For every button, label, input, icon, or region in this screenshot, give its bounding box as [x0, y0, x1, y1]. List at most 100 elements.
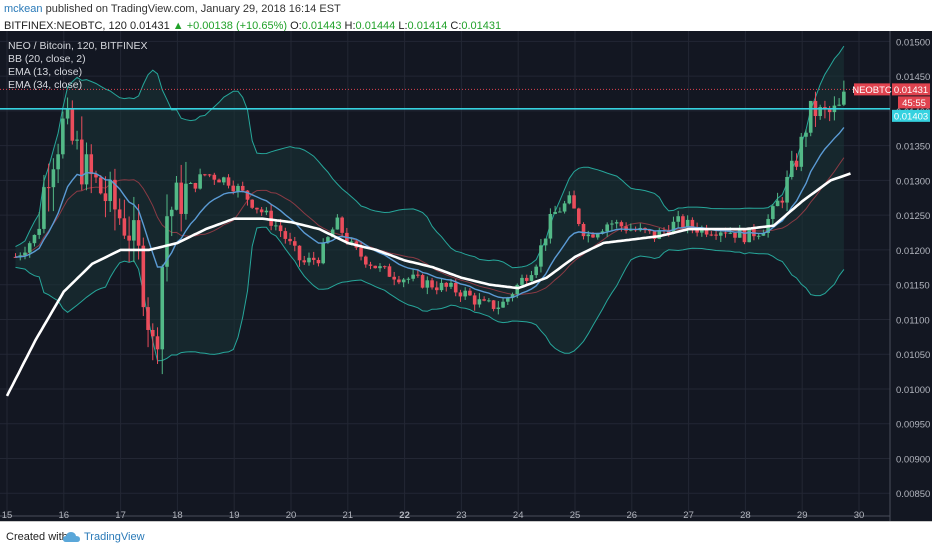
candle-body: [733, 232, 737, 238]
candle-body: [685, 219, 690, 228]
candle-body: [657, 230, 662, 239]
x-tick-label: 21: [343, 510, 354, 521]
candle-body: [113, 179, 117, 210]
y-tick-label: 0.01200: [896, 246, 930, 257]
candle-body: [666, 230, 671, 234]
candle-body: [240, 185, 245, 191]
candle-body: [79, 139, 84, 185]
candle-body: [614, 222, 619, 224]
y-tick-label: 0.01050: [896, 350, 930, 361]
candle-body: [752, 227, 756, 237]
symbol-tag-bg: [854, 83, 890, 96]
candle-body: [401, 279, 406, 283]
candle-body: [477, 299, 482, 305]
legend-ema34[interactable]: EMA (34, close): [8, 79, 83, 91]
candle-body: [553, 211, 557, 214]
candle-body: [42, 187, 46, 229]
candle-body: [160, 266, 165, 350]
candle-body: [496, 307, 501, 309]
candle-body: [274, 225, 278, 227]
candle-body: [283, 231, 288, 239]
candle-body: [619, 222, 624, 227]
x-tick-label: 23: [456, 510, 467, 521]
candle-body: [681, 216, 685, 228]
candle-body: [27, 243, 32, 253]
candle-body: [747, 227, 751, 243]
candle-body: [61, 118, 65, 155]
chart-svg[interactable]: 0.015000.014500.014000.013500.013000.012…: [0, 31, 932, 521]
candle-body: [207, 174, 212, 176]
candle-body: [330, 229, 335, 238]
x-tick-label: 19: [229, 510, 240, 521]
last-price-tag: 0.01431: [894, 85, 928, 96]
candle-body: [150, 329, 155, 337]
last-price: 0.01431: [129, 20, 170, 32]
candle-body: [652, 231, 657, 239]
x-tick-label: 18: [172, 510, 183, 521]
candle-body: [520, 277, 524, 285]
candle-body: [487, 300, 491, 302]
author-link[interactable]: mckean: [4, 3, 43, 15]
high-label: H:: [344, 20, 356, 32]
x-tick-label: 22: [399, 510, 410, 521]
candle-body: [827, 109, 832, 113]
bb-lower-line: [15, 226, 845, 362]
publish-text: published on TradingView.com, January 29…: [45, 3, 341, 15]
tradingview-cloud-icon: [63, 532, 80, 542]
legend-ema13[interactable]: EMA (13, close): [8, 66, 83, 78]
candle-body: [316, 259, 321, 264]
candle-body: [103, 193, 108, 202]
symbol-interval: BITFINEX:NEOBTC, 120: [4, 20, 127, 32]
candle-body: [264, 210, 269, 213]
ohlc-header: BITFINEX:NEOBTC, 120 0.01431 ▲ +0.00138 …: [4, 20, 501, 32]
candle-body: [756, 235, 761, 237]
candle-body: [794, 160, 799, 167]
candle-body: [212, 174, 217, 180]
y-tick-label: 0.00900: [896, 454, 930, 465]
legend-bb[interactable]: BB (20, close, 2): [8, 53, 86, 65]
candle-body: [397, 279, 401, 283]
candle-body: [392, 276, 396, 280]
candle-body: [505, 297, 510, 302]
candle-body: [32, 234, 37, 244]
candle-body: [789, 160, 794, 177]
candle-body: [94, 174, 98, 178]
tradingview-brand-link[interactable]: TradingView: [84, 531, 145, 543]
candle-body: [463, 290, 467, 297]
candle-body: [799, 136, 804, 167]
candle-body: [775, 200, 780, 207]
candle-body: [808, 100, 813, 133]
candle-body: [56, 154, 60, 170]
candle-body: [610, 223, 614, 225]
candle-body: [434, 287, 439, 291]
candle-body: [647, 230, 652, 232]
candle-body: [378, 266, 382, 269]
candle-body: [406, 278, 411, 280]
open-value: 0.01443: [301, 20, 342, 32]
bb-band-fill: [15, 46, 844, 361]
candle-body: [690, 219, 695, 228]
candle-body: [737, 229, 742, 238]
candle-body: [23, 252, 27, 256]
candle-body: [37, 228, 41, 235]
footer: Created with TradingView: [0, 521, 932, 551]
candle-body: [543, 238, 548, 246]
candle-body: [472, 295, 477, 305]
candle-body: [288, 238, 292, 242]
chart-area[interactable]: 0.015000.014500.014000.013500.013000.012…: [0, 31, 932, 521]
candle-body: [302, 260, 307, 263]
candle-body: [174, 182, 179, 210]
candle-body: [382, 266, 387, 268]
symbol-tag: NEOBTC: [852, 85, 892, 96]
candle-body: [108, 179, 112, 202]
candle-body: [558, 211, 562, 213]
candle-body: [117, 209, 122, 219]
candle-body: [203, 174, 207, 176]
candle-body: [605, 224, 609, 232]
publish-info: mckean published on TradingView.com, Jan…: [4, 3, 341, 15]
low-label: L:: [398, 20, 408, 32]
candle-body: [75, 139, 79, 141]
candle-body: [340, 217, 344, 233]
candle-body: [335, 217, 340, 230]
candle-body: [785, 176, 789, 203]
